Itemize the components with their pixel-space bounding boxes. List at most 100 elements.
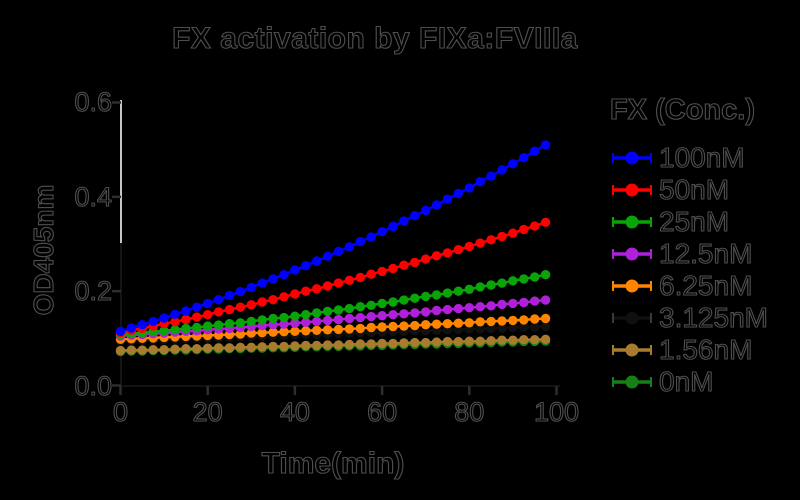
data-point-6.25nM xyxy=(377,322,387,332)
data-point-25nM xyxy=(192,322,202,333)
data-point-1.56nM xyxy=(115,345,126,356)
data-point-100nM xyxy=(126,323,137,333)
data-point-12.5nM xyxy=(399,309,409,319)
data-point-12.5nM xyxy=(497,299,507,310)
data-point-3.125nM xyxy=(497,323,507,333)
data-point-50nM xyxy=(224,304,235,315)
data-point-1.56nM xyxy=(344,339,355,350)
x-tick-label: 100 xyxy=(533,396,580,427)
y-tick-label: 0.6 xyxy=(74,87,113,118)
data-point-1.56nM xyxy=(181,344,191,354)
data-point-100nM xyxy=(137,320,147,330)
data-point-100nM xyxy=(181,306,191,316)
data-point-6.25nM xyxy=(257,328,267,338)
data-point-50nM xyxy=(475,238,485,248)
data-point-50nM xyxy=(540,217,551,227)
data-point-25nM xyxy=(203,321,213,331)
data-point-3.125nM xyxy=(540,321,551,332)
data-point-6.25nM xyxy=(453,318,464,328)
data-point-1.56nM xyxy=(410,337,420,348)
data-point-100nM xyxy=(519,153,529,163)
data-point-12.5nM xyxy=(442,304,453,315)
data-point-1.56nM xyxy=(268,341,278,352)
data-point-100nM xyxy=(246,282,256,293)
data-point-100nM xyxy=(170,309,180,319)
data-point-1.56nM xyxy=(126,345,137,355)
data-point-3.125nM xyxy=(508,322,518,333)
data-point-25nM xyxy=(410,293,420,303)
data-point-100nM xyxy=(475,177,485,187)
data-point-50nM xyxy=(497,231,507,242)
legend-label: 6.25nM xyxy=(658,269,753,301)
data-point-6.25nM xyxy=(333,324,344,335)
data-point-6.25nM xyxy=(486,316,496,327)
data-point-100nM xyxy=(377,227,387,237)
data-point-12.5nM xyxy=(464,303,474,313)
data-point-25nM xyxy=(181,323,191,334)
data-point-25nM xyxy=(246,316,256,327)
data-point-25nM xyxy=(344,303,355,314)
data-point-1.56nM xyxy=(453,336,464,347)
data-point-12.5nM xyxy=(410,308,420,318)
data-point-50nM xyxy=(410,257,420,268)
data-point-12.5nM xyxy=(312,316,322,327)
data-point-50nM xyxy=(235,302,246,312)
legend-label: 1.56nM xyxy=(658,333,753,365)
data-point-100nM xyxy=(344,242,355,252)
legend-item-6.25nM: 6.25nM xyxy=(610,269,753,302)
series-line-12.5nM xyxy=(120,298,546,338)
data-point-1.56nM xyxy=(224,343,235,353)
data-point-50nM xyxy=(170,317,180,327)
data-point-25nM xyxy=(257,315,267,325)
data-point-25nM xyxy=(213,320,224,330)
data-point-100nM xyxy=(399,216,409,226)
series-line-6.25nM xyxy=(120,317,546,341)
data-point-25nM xyxy=(486,280,496,290)
data-point-25nM xyxy=(301,310,311,320)
data-point-50nM xyxy=(203,310,213,320)
legend-item-1.56nM: 1.56nM xyxy=(610,333,753,366)
data-point-3.125nM xyxy=(519,322,529,332)
data-point-100nM xyxy=(301,261,311,271)
data-point-25nM xyxy=(366,300,376,310)
data-point-25nM xyxy=(453,286,464,296)
data-point-12.5nM xyxy=(322,315,333,326)
data-point-50nM xyxy=(442,248,453,258)
data-point-50nM xyxy=(279,292,289,302)
data-point-12.5nM xyxy=(279,319,289,329)
series-line-100nM xyxy=(120,143,547,333)
legend-item-50nM: 50nM xyxy=(610,173,730,206)
data-point-1.56nM xyxy=(355,339,365,349)
data-point-6.25nM xyxy=(530,314,540,324)
data-point-1.56nM xyxy=(301,340,311,351)
data-point-1.56nM xyxy=(377,338,387,349)
data-point-6.25nM xyxy=(497,316,507,326)
legend-marker-icon xyxy=(612,375,652,389)
data-point-1.56nM xyxy=(540,334,551,344)
data-point-50nM xyxy=(519,224,529,235)
data-point-6.25nM xyxy=(355,323,365,334)
data-point-6.25nM xyxy=(508,315,518,326)
data-point-1.56nM xyxy=(508,335,518,345)
data-point-1.56nM xyxy=(464,336,474,346)
legend-item-25nM: 25nM xyxy=(610,205,730,238)
data-point-3.125nM xyxy=(475,324,485,334)
data-point-25nM xyxy=(279,312,289,323)
data-point-1.56nM xyxy=(170,344,180,354)
data-point-1.56nM xyxy=(257,342,267,352)
legend-marker-icon xyxy=(612,247,652,261)
data-point-25nM xyxy=(421,291,431,302)
y-tick-label: 0.2 xyxy=(74,276,113,307)
data-point-12.5nM xyxy=(333,314,344,325)
data-point-6.25nM xyxy=(388,321,398,332)
data-point-12.5nM xyxy=(421,307,431,317)
data-point-3.125nM xyxy=(486,323,496,334)
data-point-1.56nM xyxy=(246,342,256,352)
x-axis-label: Time(min) xyxy=(261,446,405,480)
data-point-12.5nM xyxy=(344,313,355,324)
data-point-12.5nM xyxy=(453,303,464,314)
data-point-50nM xyxy=(333,278,344,288)
x-tick-label: 0 xyxy=(112,396,129,427)
data-point-1.56nM xyxy=(279,341,289,352)
